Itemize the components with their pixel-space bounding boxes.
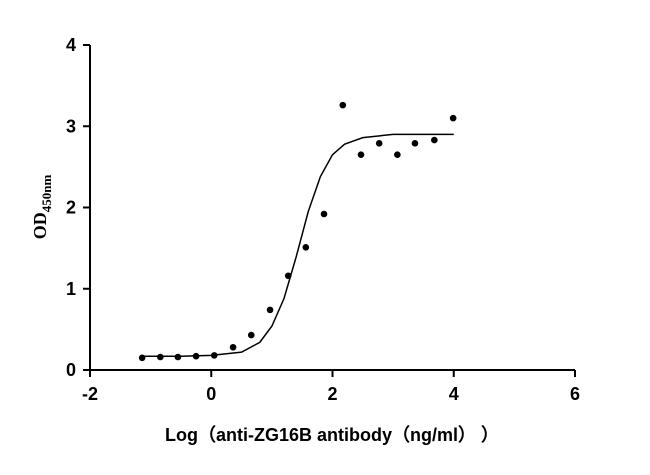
y-tick-label: 2 <box>66 198 76 218</box>
x-tick-label: -2 <box>82 384 98 404</box>
y-axis-label: OD450nm <box>30 175 54 240</box>
data-point <box>357 151 365 158</box>
data-point <box>411 140 419 147</box>
data-point <box>284 272 292 280</box>
data-point <box>210 352 218 359</box>
x-tick-label: 4 <box>449 384 459 404</box>
y-tick-label: 3 <box>66 116 76 136</box>
y-tick-label: 0 <box>66 360 76 380</box>
data-point <box>192 352 200 360</box>
data-point <box>247 331 255 339</box>
data-point <box>431 136 438 144</box>
x-tick-label: 6 <box>570 384 580 404</box>
y-axis-label-sub: 450nm <box>39 175 54 213</box>
data-point <box>229 343 237 351</box>
data-point <box>266 306 274 314</box>
data-point <box>174 353 182 361</box>
data-point <box>375 140 383 147</box>
data-point <box>157 353 164 361</box>
data-point <box>394 151 401 158</box>
data-point <box>320 210 328 218</box>
y-axis-label-main: OD <box>30 212 50 239</box>
data-point <box>449 114 457 122</box>
x-tick-label: 2 <box>327 384 337 404</box>
x-axis-label: Log（anti-ZG16B antibody（ng/ml） ） <box>165 425 499 445</box>
x-tick-label: 0 <box>206 384 216 404</box>
data-point <box>138 354 146 362</box>
fit-curve <box>144 133 454 357</box>
data-point <box>339 101 347 109</box>
y-tick-label: 1 <box>66 279 76 299</box>
data-point <box>302 244 310 251</box>
y-tick-label: 4 <box>66 35 76 55</box>
